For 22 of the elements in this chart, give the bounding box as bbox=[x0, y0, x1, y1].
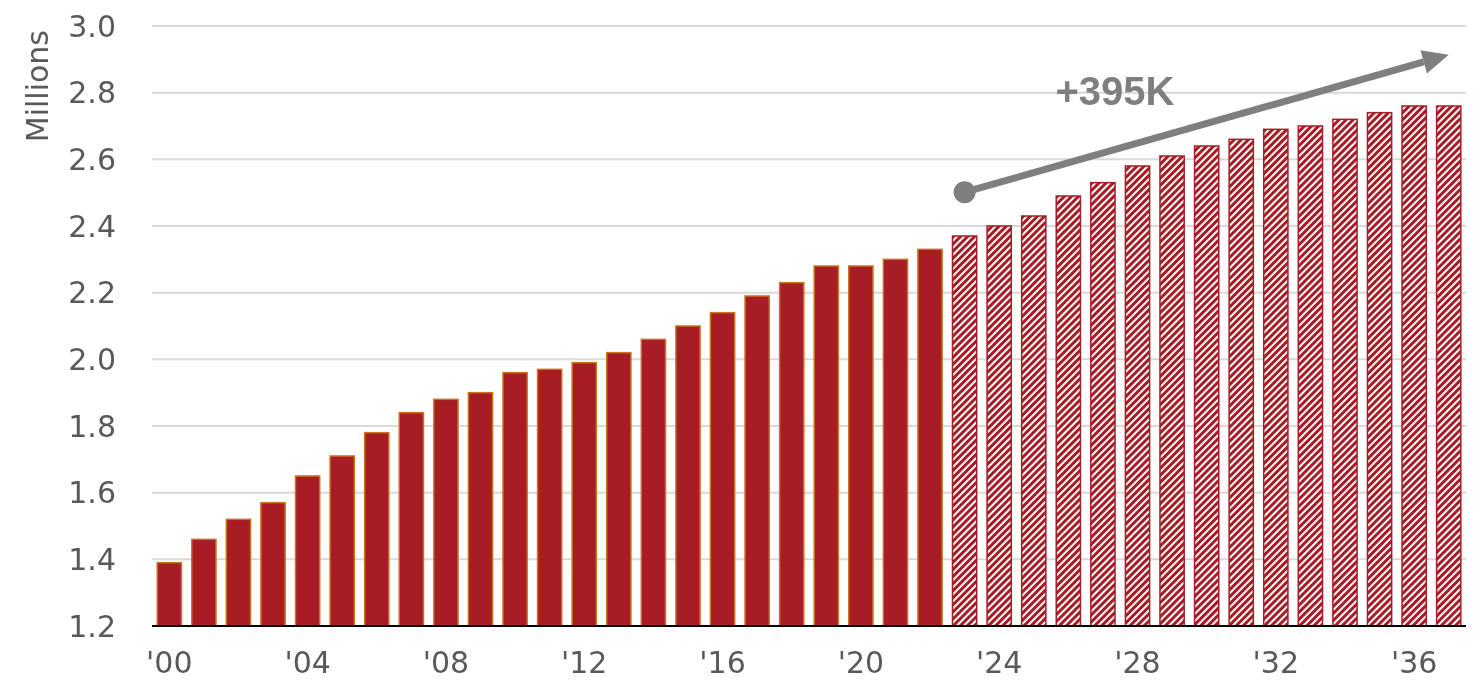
y-tick-label: 1.8 bbox=[68, 408, 116, 444]
y-tick-label: 3.0 bbox=[68, 8, 116, 44]
x-tick-label: '24 bbox=[975, 645, 1023, 680]
x-tick-label: '00 bbox=[146, 645, 193, 680]
x-tick-label: '12 bbox=[561, 645, 608, 680]
y-tick-label: 2.0 bbox=[68, 341, 116, 377]
y-tick-label: 2.4 bbox=[68, 208, 116, 244]
y-tick-label: 1.2 bbox=[68, 608, 116, 644]
x-tick-label: '28 bbox=[1114, 645, 1161, 680]
x-tick-label: '20 bbox=[837, 645, 885, 680]
x-tick-label: '36 bbox=[1390, 645, 1438, 680]
y-axis-title: Millions bbox=[20, 30, 55, 143]
y-tick-label: 1.6 bbox=[68, 475, 116, 511]
x-tick-label: '08 bbox=[422, 645, 470, 680]
y-tick-label: 2.2 bbox=[68, 275, 116, 311]
x-tick-label: '16 bbox=[699, 645, 746, 680]
x-tick-label: '04 bbox=[284, 645, 331, 680]
y-tick-label: 2.8 bbox=[68, 75, 116, 111]
annotation: +395K bbox=[1055, 69, 1175, 113]
x-tick-label: '32 bbox=[1252, 645, 1300, 680]
y-tick-label: 1.4 bbox=[68, 541, 116, 577]
y-tick-label: 2.6 bbox=[68, 141, 116, 177]
